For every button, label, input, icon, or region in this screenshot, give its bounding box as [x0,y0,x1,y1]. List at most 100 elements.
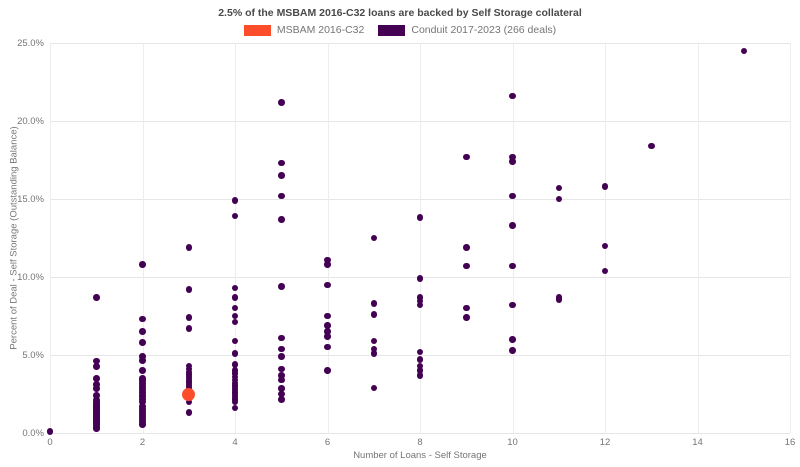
data-point-conduit[interactable] [278,365,285,373]
data-point-conduit[interactable] [93,363,100,370]
data-point-conduit[interactable] [139,261,146,268]
data-point-conduit[interactable] [231,304,239,312]
data-point-conduit[interactable] [416,275,424,282]
data-point-conduit[interactable] [463,262,470,270]
data-point-conduit[interactable] [93,392,100,399]
data-point-conduit[interactable] [463,244,470,251]
data-point-conduit[interactable] [278,192,285,200]
data-point-conduit[interactable] [185,409,192,416]
data-point-conduit[interactable] [93,294,100,301]
data-point-conduit[interactable] [740,47,747,55]
data-point-conduit[interactable] [278,283,285,290]
data-point-conduit[interactable] [46,428,54,435]
data-point-conduit[interactable] [139,357,146,364]
data-point-conduit[interactable] [231,284,239,292]
data-point-conduit[interactable] [509,92,516,100]
data-point-conduit[interactable] [416,367,424,374]
data-point-conduit[interactable] [324,343,331,351]
data-point-conduit[interactable] [139,315,146,323]
data-point-conduit[interactable] [185,286,192,293]
data-point-conduit[interactable] [185,325,192,332]
data-point-conduit[interactable] [324,312,331,320]
data-point-conduit[interactable] [370,384,377,391]
data-point-conduit[interactable] [278,390,285,398]
data-point-conduit[interactable] [324,333,331,340]
data-point-conduit[interactable] [370,350,377,357]
data-point-conduit[interactable] [509,153,516,161]
data-point-conduit[interactable] [231,318,239,326]
data-point-conduit[interactable] [555,195,562,203]
data-point-conduit[interactable] [463,314,470,321]
data-point-conduit[interactable] [185,244,192,251]
data-point-conduit[interactable] [416,214,424,221]
data-point-conduit[interactable] [139,367,146,374]
data-point-conduit[interactable] [278,172,285,179]
data-point-conduit[interactable] [370,345,377,352]
data-point-conduit[interactable] [416,348,424,356]
data-point-conduit[interactable] [509,262,516,270]
data-point-conduit[interactable] [324,328,331,335]
data-point-conduit[interactable] [231,212,239,220]
data-point-conduit[interactable] [416,294,424,301]
data-point-conduit[interactable] [278,345,285,352]
data-point-conduit[interactable] [231,294,239,301]
data-point-conduit[interactable] [139,421,146,428]
data-point-conduit[interactable] [509,347,516,354]
data-point-conduit[interactable] [278,385,285,392]
data-point-conduit[interactable] [231,197,239,204]
data-point-conduit[interactable] [185,398,192,406]
data-point-conduit[interactable] [601,183,609,190]
data-point-conduit[interactable] [416,356,424,363]
data-point-conduit[interactable] [93,385,100,392]
data-point-conduit[interactable] [278,372,285,379]
data-point-conduit[interactable] [601,267,609,274]
data-point-conduit[interactable] [509,222,516,229]
data-point-conduit[interactable] [509,301,516,309]
data-point-conduit[interactable] [324,367,331,374]
data-point-conduit[interactable] [416,301,424,309]
data-point-conduit[interactable] [93,375,100,382]
data-point-conduit[interactable] [370,234,377,242]
data-point-conduit[interactable] [278,334,285,342]
data-point-conduit[interactable] [93,357,100,365]
data-point-msbam[interactable] [182,387,196,401]
data-point-conduit[interactable] [278,159,285,167]
data-point-conduit[interactable] [93,381,100,388]
data-point-conduit[interactable] [231,361,239,368]
data-point-conduit[interactable] [278,99,285,106]
data-point-conduit[interactable] [370,311,377,318]
data-point-conduit[interactable] [185,314,192,321]
data-point-conduit[interactable] [370,337,377,345]
data-point-conduit[interactable] [139,339,146,346]
data-point-conduit[interactable] [509,158,516,165]
data-point-conduit[interactable] [324,281,331,289]
data-point-conduit[interactable] [324,256,331,264]
data-point-conduit[interactable] [416,362,424,370]
data-point-conduit[interactable] [416,297,424,305]
data-point-conduit[interactable] [139,328,146,335]
data-point-conduit[interactable] [370,300,377,307]
data-point-conduit[interactable] [139,353,146,360]
data-point-conduit[interactable] [601,242,609,250]
data-point-conduit[interactable] [278,353,285,360]
data-point-conduit[interactable] [324,261,331,268]
data-point-conduit[interactable] [139,398,146,406]
data-point-conduit[interactable] [509,192,516,200]
data-point-conduit[interactable] [278,376,285,384]
data-point-conduit[interactable] [509,336,516,343]
data-point-conduit[interactable] [231,312,239,320]
data-point-conduit[interactable] [231,337,239,345]
data-point-conduit[interactable] [463,304,470,312]
data-point-conduit[interactable] [416,372,424,379]
data-point-conduit[interactable] [463,153,470,161]
data-point-conduit[interactable] [231,404,239,412]
data-point-conduit[interactable] [648,142,655,150]
data-point-conduit[interactable] [555,184,562,192]
data-point-conduit[interactable] [93,425,100,432]
data-point-conduit[interactable] [324,322,331,329]
data-point-conduit[interactable] [555,296,562,303]
data-point-conduit[interactable] [278,396,285,403]
data-point-conduit[interactable] [231,398,239,406]
data-point-conduit[interactable] [231,350,239,357]
data-point-conduit[interactable] [278,216,285,223]
